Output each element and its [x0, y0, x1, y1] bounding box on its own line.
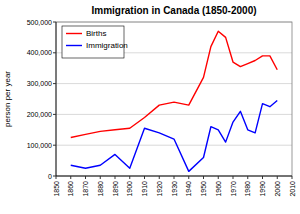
- y-tick-label: 0: [48, 173, 52, 180]
- x-tick-label: 2010: [289, 181, 296, 197]
- x-tick: [85, 176, 86, 179]
- x-tick-label: 1940: [185, 181, 192, 197]
- grid-line: [56, 176, 292, 177]
- y-tick-label: 200,000: [27, 111, 52, 118]
- y-tick-label: 100,000: [27, 142, 52, 149]
- x-tick: [144, 176, 145, 179]
- x-tick-label: 1980: [244, 181, 251, 197]
- x-tick: [56, 176, 57, 179]
- x-tick: [159, 176, 160, 179]
- x-tick-label: 2000: [274, 181, 281, 197]
- y-tick: [53, 83, 56, 84]
- plot-area: [56, 22, 292, 176]
- legend: Births Immigration: [62, 26, 128, 58]
- grid-line: [56, 114, 292, 115]
- grid-line: [56, 83, 292, 84]
- y-tick: [53, 22, 56, 23]
- x-tick-label: 1890: [112, 181, 119, 197]
- x-tick-label: 1880: [97, 181, 104, 197]
- legend-swatch: [66, 45, 82, 46]
- x-tick: [174, 176, 175, 179]
- y-tick: [53, 52, 56, 53]
- series-line: [71, 31, 278, 137]
- x-tick-label: 1910: [141, 181, 148, 197]
- x-tick-label: 1900: [126, 181, 133, 197]
- grid-line: [56, 145, 292, 146]
- x-tick-label: 1920: [156, 181, 163, 197]
- plot-frame: [56, 22, 292, 176]
- x-tick: [100, 176, 101, 179]
- x-tick-label: 1930: [171, 181, 178, 197]
- y-tick: [53, 145, 56, 146]
- x-axis: [56, 176, 292, 177]
- y-tick: [53, 176, 56, 177]
- title: Immigration in Canada (1850-2000): [91, 5, 256, 16]
- x-tick-label: 1870: [82, 181, 89, 197]
- x-tick-label: 1960: [215, 181, 222, 197]
- x-tick-label: 1850: [53, 181, 60, 197]
- y-axis-label: person per year: [3, 71, 12, 127]
- y-tick-label: 300,000: [27, 80, 52, 87]
- y-tick-label: 400,000: [27, 49, 52, 56]
- x-tick-label: 1970: [230, 181, 237, 197]
- series-line: [71, 101, 278, 172]
- legend-label: Births: [86, 29, 106, 38]
- x-tick: [188, 176, 189, 179]
- y-tick-label: 500,000: [27, 19, 52, 26]
- x-tick: [70, 176, 71, 179]
- x-tick: [292, 176, 293, 179]
- x-tick: [277, 176, 278, 179]
- x-tick: [247, 176, 248, 179]
- legend-swatch: [66, 33, 82, 34]
- chart: Immigration in Canada (1850-2000) person …: [0, 0, 300, 214]
- x-tick: [233, 176, 234, 179]
- x-tick-label: 1990: [259, 181, 266, 197]
- x-tick-label: 1950: [200, 181, 207, 197]
- x-tick: [218, 176, 219, 179]
- y-tick: [53, 114, 56, 115]
- y-axis: [56, 22, 57, 176]
- x-tick: [262, 176, 263, 179]
- x-tick-label: 1860: [67, 181, 74, 197]
- x-tick: [129, 176, 130, 179]
- legend-label: Immigration: [86, 41, 128, 50]
- x-tick: [115, 176, 116, 179]
- x-tick: [203, 176, 204, 179]
